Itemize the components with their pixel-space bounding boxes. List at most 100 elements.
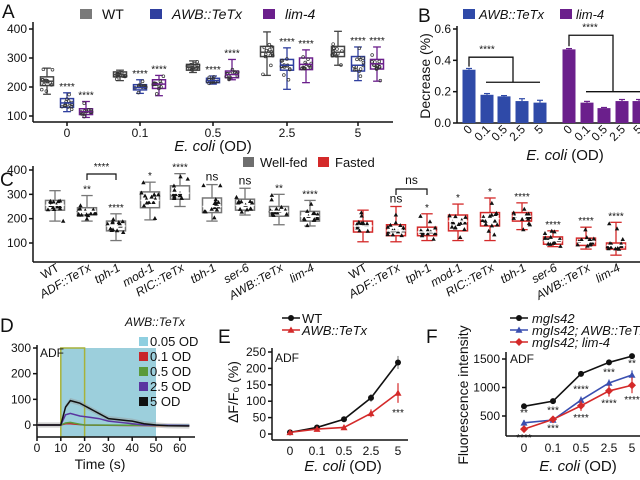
box-plot <box>39 67 55 95</box>
x-label-suffix: (OD) <box>580 458 617 475</box>
box-plot <box>605 221 627 256</box>
significance-stars: **** <box>573 413 589 424</box>
jitter-point <box>264 52 268 57</box>
legend-swatch <box>150 9 162 19</box>
jitter-point <box>66 105 70 109</box>
jitter-point <box>269 197 274 202</box>
jitter-point <box>279 204 284 209</box>
legend-label: 0.05 OD <box>150 334 198 349</box>
jitter-point <box>355 57 359 62</box>
legend-label: 2.5 OD <box>150 379 191 394</box>
box-plot <box>201 183 223 222</box>
jitter-point <box>590 240 595 245</box>
x-tick-label: 10 <box>54 441 68 455</box>
box-plot <box>385 205 407 243</box>
y-tick-label: 0.6 <box>434 22 451 36</box>
jitter-point <box>48 199 53 204</box>
jitter-point <box>142 193 148 198</box>
jitter-point <box>305 208 310 213</box>
legend-label: lim-4 <box>576 7 604 22</box>
jitter-point <box>359 210 364 215</box>
data-point <box>578 370 584 377</box>
box-plot <box>542 228 564 248</box>
legend-label: lim-4 <box>285 6 316 22</box>
jitter-point <box>247 199 253 204</box>
jitter-point <box>214 201 219 206</box>
significance-stars: **** <box>108 203 124 214</box>
jitter-point <box>275 210 280 215</box>
jitter-point <box>433 231 438 236</box>
jitter-point <box>543 235 548 240</box>
jitter-point <box>552 229 557 234</box>
x-tick-label: 2.5 <box>606 122 628 144</box>
jitter-point <box>213 199 218 204</box>
jitter-point <box>284 211 289 216</box>
box-plot <box>279 47 295 90</box>
x-tick-label: tph-1 <box>92 260 123 286</box>
jitter-point <box>453 214 458 219</box>
significance-bracket <box>568 34 614 92</box>
jitter-point <box>51 207 57 212</box>
jitter-point <box>393 212 399 217</box>
significance-stars: * <box>425 203 429 214</box>
significance-stars: **** <box>514 192 530 203</box>
jitter-point <box>82 114 87 119</box>
x-tick-label: 60 <box>173 441 187 455</box>
jitter-point <box>172 196 177 201</box>
jitter-point <box>427 219 433 224</box>
jitter-point <box>84 216 90 221</box>
jitter-point <box>110 220 115 225</box>
jitter-point <box>139 190 144 195</box>
bar <box>515 101 529 123</box>
jitter-point <box>526 221 532 226</box>
jitter-point <box>315 216 320 221</box>
jitter-point <box>463 214 468 219</box>
jitter-point <box>312 217 317 222</box>
data-point <box>340 423 348 431</box>
legend-label: mgIs42; AWB::TeTx <box>532 323 640 338</box>
box-plot <box>151 74 167 97</box>
jitter-point <box>398 223 403 228</box>
box-plot <box>139 180 161 221</box>
jitter-point <box>315 212 320 217</box>
jitter-point <box>492 218 498 223</box>
legend-swatch <box>263 9 275 19</box>
box-plot <box>234 187 256 216</box>
jitter-point <box>483 218 488 223</box>
jitter-point <box>50 67 55 72</box>
y-tick-label: 400 <box>7 163 27 177</box>
jitter-point <box>239 209 244 214</box>
box-plot <box>350 46 366 82</box>
jitter-point <box>76 212 82 217</box>
x-tick-label: 0.1 <box>545 441 562 455</box>
panel-label: F <box>426 327 438 348</box>
y-tick-label: 0 <box>24 418 31 432</box>
jitter-point <box>364 221 370 226</box>
jitter-point <box>552 240 557 245</box>
jitter-point <box>334 54 339 58</box>
jitter-point <box>548 241 553 246</box>
jitter-point <box>91 207 96 212</box>
jitter-point <box>227 76 231 81</box>
jitter-point <box>136 90 141 95</box>
jitter-point <box>285 57 289 61</box>
jitter-point <box>418 213 423 218</box>
jitter-point <box>401 225 406 230</box>
y-tick-label: 400 <box>7 22 27 36</box>
legend-label: mgIs42 <box>532 311 575 326</box>
bar <box>597 108 611 123</box>
jitter-point <box>116 220 122 224</box>
x-tick-label: 20 <box>78 441 92 455</box>
box-plot <box>224 58 240 82</box>
y-tick-label: 300 <box>7 187 27 201</box>
x-tick-label: 0 <box>64 126 71 140</box>
jitter-point <box>354 67 358 72</box>
jitter-point <box>548 234 553 239</box>
data-point <box>605 386 613 395</box>
legend-label: WT <box>302 311 322 326</box>
significance-stars: **** <box>516 433 532 444</box>
significance-stars: ns <box>206 170 219 184</box>
